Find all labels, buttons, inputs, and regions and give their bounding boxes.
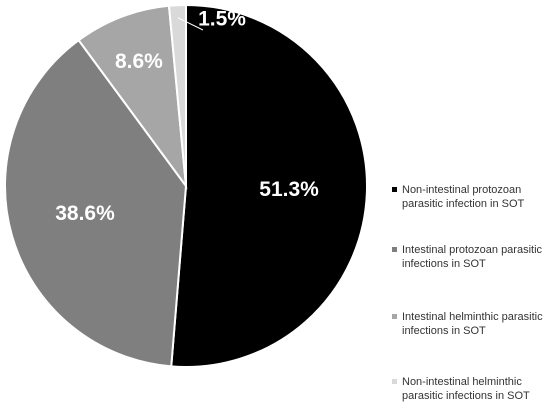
slice-value-label: 8.6% <box>115 50 163 73</box>
legend-swatch <box>392 187 397 192</box>
legend-swatch <box>392 247 397 252</box>
pie-slices <box>4 3 368 368</box>
legend-label: Intestinal helminthic parasitic infectio… <box>402 311 543 337</box>
slice-labels: 51.3% 38.6% 8.6% 1.5% <box>55 8 319 226</box>
slice-value-label: 1.5% <box>198 8 246 31</box>
legend-label: Non-intestinal protozoan parasitic infec… <box>402 184 525 210</box>
legend-item: Non-intestinal helminthic parasitic infe… <box>392 375 550 403</box>
label-leader-line <box>177 17 204 31</box>
legend-swatch <box>392 379 397 384</box>
pie-slice <box>167 3 187 187</box>
pie-slice <box>4 38 188 368</box>
legend-item: Intestinal protozoan parasitic infection… <box>392 243 550 271</box>
legend-label: Non-intestinal helminthic parasitic infe… <box>402 376 530 402</box>
pie-slice <box>77 4 188 190</box>
pie-slice <box>170 3 368 368</box>
legend-item: Intestinal helminthic parasitic infectio… <box>392 310 550 338</box>
legend: Non-intestinal protozoan parasitic infec… <box>392 0 550 405</box>
legend-swatch <box>392 314 397 319</box>
legend-label: Intestinal protozoan parasitic infection… <box>402 244 543 270</box>
legend-item: Non-intestinal protozoan parasitic infec… <box>392 183 550 211</box>
slice-value-label: 38.6% <box>55 202 115 225</box>
slice-value-label: 51.3% <box>259 178 319 201</box>
